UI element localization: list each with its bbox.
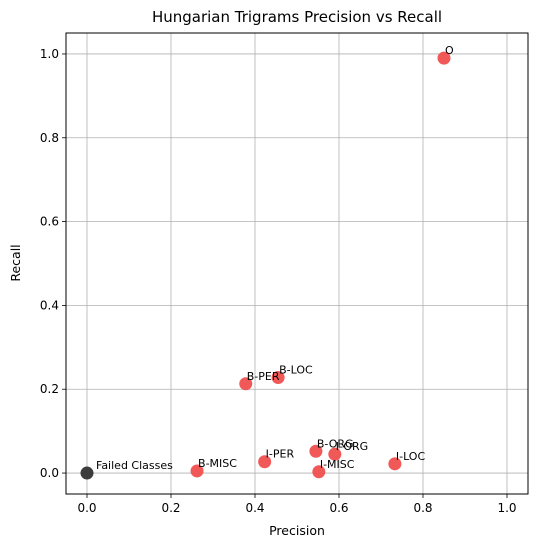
scatter-point — [312, 465, 326, 479]
scatter-point — [271, 370, 285, 384]
point-label: B-LOC — [279, 363, 313, 376]
point-label: B-PER — [247, 370, 280, 383]
scatter-point — [80, 466, 94, 480]
scatter-point — [239, 377, 253, 391]
x-tick-label: 0.8 — [413, 501, 432, 515]
y-axis-label: Recall — [8, 244, 23, 281]
point-label: B-ORG — [317, 437, 354, 450]
scatter-point — [309, 444, 323, 458]
chart-title: Hungarian Trigrams Precision vs Recall — [152, 8, 442, 26]
scatter-point — [328, 447, 342, 461]
scatter-point — [190, 464, 204, 478]
y-tick-label: 0.2 — [40, 382, 59, 396]
axis-ticks: 0.0 0.2 0.4 0.6 0.8 1.0 0.0 0.2 0.4 0.6 0.8 1.0 — [40, 47, 517, 515]
point-label: O — [445, 44, 454, 57]
plot-frame — [65, 32, 529, 495]
point-label: Failed Classes — [96, 459, 173, 472]
y-tick-label: 1.0 — [40, 47, 59, 61]
scatter-points — [80, 51, 451, 480]
x-tick-label: 0.2 — [161, 501, 180, 515]
point-label: I-LOC — [396, 450, 426, 463]
x-tick-label: 0.0 — [77, 501, 96, 515]
scatter-point — [437, 51, 451, 65]
point-label: I-MISC — [320, 458, 355, 471]
x-tick-label: 0.6 — [329, 501, 348, 515]
scatter-point — [258, 455, 272, 469]
x-axis-label: Precision — [269, 523, 325, 538]
grid-lines — [66, 33, 528, 494]
x-tick-label: 0.4 — [245, 501, 264, 515]
point-label: I-PER — [266, 448, 295, 461]
y-tick-label: 0.4 — [40, 298, 59, 312]
x-tick-label: 1.0 — [497, 501, 516, 515]
y-tick-label: 0.0 — [40, 466, 59, 480]
point-label: B-MISC — [198, 457, 237, 470]
scatter-point — [388, 457, 402, 471]
y-tick-label: 0.6 — [40, 215, 59, 229]
y-tick-label: 0.8 — [40, 131, 59, 145]
point-label: I-ORG — [336, 440, 368, 453]
